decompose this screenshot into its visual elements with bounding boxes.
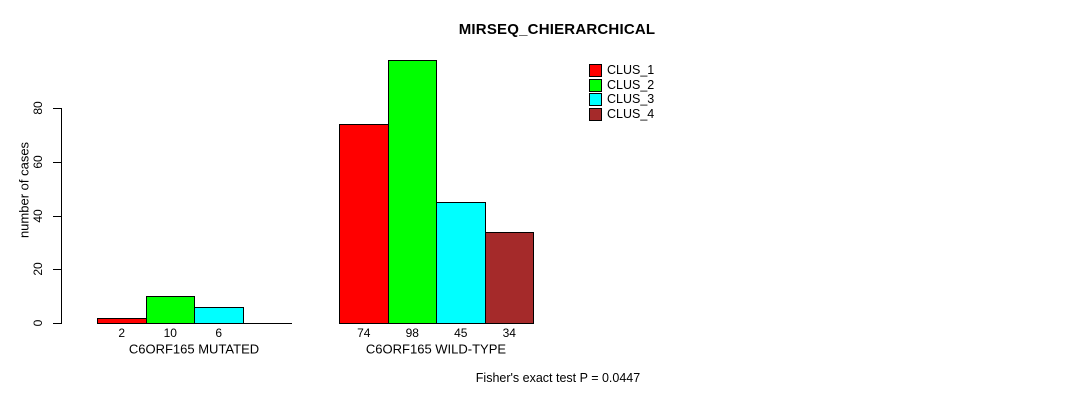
- y-tick-mark: [53, 269, 61, 270]
- legend-row: CLUS_2: [589, 77, 655, 92]
- bar-clus-4: [484, 232, 534, 324]
- legend-swatch-clus-1: [589, 64, 602, 77]
- category-label: C6ORF165 MUTATED: [128, 341, 260, 357]
- y-tick-mark: [53, 162, 61, 163]
- legend-label: CLUS_2: [607, 77, 655, 92]
- bar-clus-3: [194, 307, 244, 324]
- y-axis-line: [61, 108, 62, 324]
- legend-row: CLUS_4: [589, 107, 655, 122]
- y-tick-mark: [53, 323, 61, 324]
- y-tick-mark: [53, 216, 61, 217]
- legend-swatch-clus-2: [589, 78, 602, 92]
- legend-row: CLUS_1: [589, 64, 654, 77]
- y-axis-label: number of cases: [16, 141, 32, 239]
- bar-value-label: 98: [405, 326, 419, 340]
- y-tick-label: 40: [31, 209, 45, 223]
- chart-title: MIRSEQ_CHIERARCHICAL: [458, 21, 656, 38]
- category-label: C6ORF165 WILD-TYPE: [365, 341, 507, 357]
- bar-clus-2: [145, 296, 195, 324]
- bar-value-label: 45: [454, 326, 468, 340]
- bar-clus-2: [387, 60, 437, 324]
- bar-clus-1: [97, 318, 147, 324]
- y-tick-label: 60: [31, 155, 45, 169]
- footnote: Fisher's exact test P = 0.0447: [475, 371, 641, 385]
- legend-swatch-clus-3: [589, 93, 602, 107]
- legend-label: CLUS_3: [607, 92, 655, 107]
- legend-swatch-clus-4: [589, 108, 602, 122]
- y-tick-mark: [53, 108, 61, 109]
- legend: CLUS_1 CLUS_2 CLUS_3 CLUS_4: [589, 64, 655, 122]
- bar-clus-3: [436, 202, 486, 324]
- bar-clus-1: [339, 124, 389, 324]
- y-tick-label: 0: [31, 319, 45, 327]
- y-tick-label: 20: [31, 262, 45, 276]
- bar-value-label: 2: [118, 326, 126, 340]
- bar-value-label: 10: [163, 326, 177, 340]
- legend-label: CLUS_1: [607, 63, 655, 77]
- bar-value-label: 34: [502, 326, 516, 340]
- bar-value-label: 6: [215, 326, 223, 340]
- bar-value-label: 74: [357, 326, 371, 340]
- legend-label: CLUS_4: [607, 107, 655, 122]
- legend-row: CLUS_3: [589, 92, 655, 107]
- y-tick-label: 80: [31, 101, 45, 115]
